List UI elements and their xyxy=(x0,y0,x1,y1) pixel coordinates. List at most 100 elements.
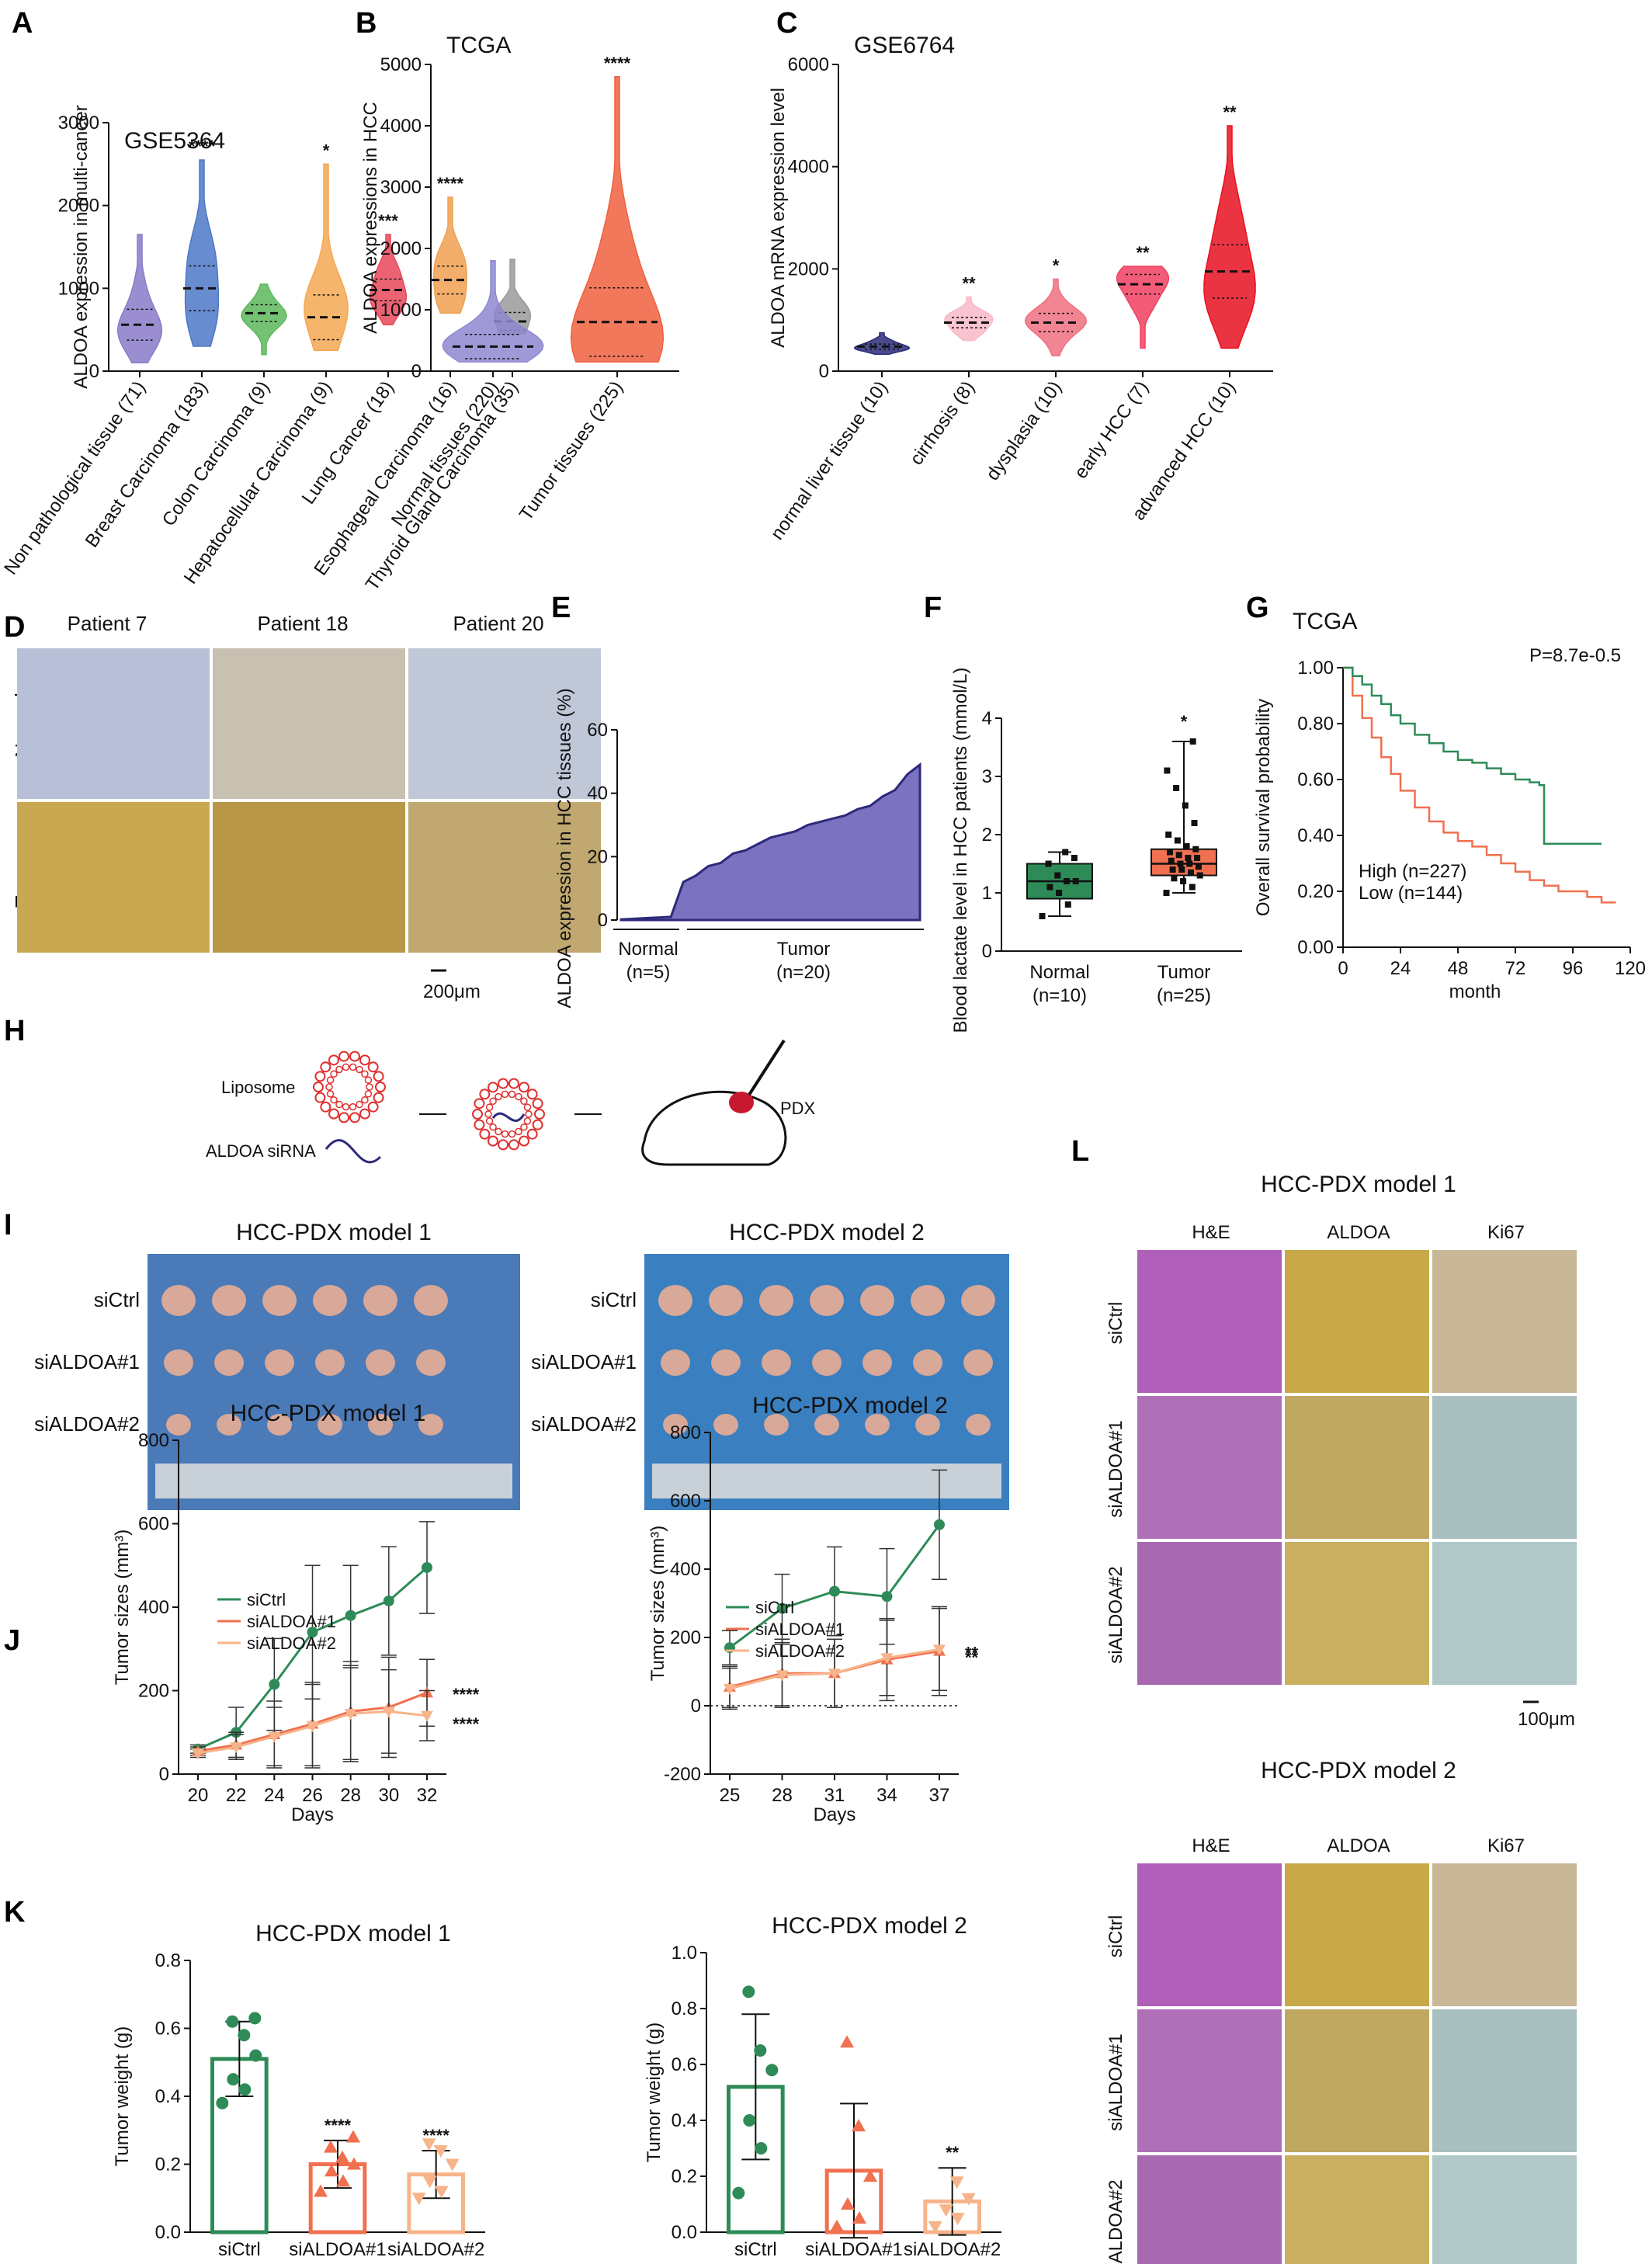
chart-title: TCGA xyxy=(446,33,511,58)
tumor-sample xyxy=(711,1349,741,1376)
data-point xyxy=(345,1609,356,1621)
lipid xyxy=(508,1090,516,1099)
data-point xyxy=(961,2193,976,2206)
ihc-image xyxy=(213,648,405,799)
lipid xyxy=(520,1097,528,1106)
lipid xyxy=(523,1103,532,1111)
violin-shape xyxy=(241,283,287,356)
panel-letter-I: I xyxy=(4,1209,12,1241)
lipid xyxy=(534,1109,545,1120)
lipid xyxy=(328,1054,339,1066)
x-axis-label: month xyxy=(1449,981,1501,1002)
tumor-sample xyxy=(814,1414,839,1436)
row-label: siALDOA#1 xyxy=(34,1350,140,1373)
lipid xyxy=(342,1063,350,1071)
box-tumor xyxy=(1150,738,1217,896)
data-point xyxy=(1182,802,1189,809)
violin-shape xyxy=(442,260,544,363)
y-tick-label: 4000 xyxy=(380,116,422,137)
lipid xyxy=(532,1119,543,1130)
data-point xyxy=(192,1748,204,1760)
lipid xyxy=(338,1050,350,1062)
violin-0 xyxy=(853,332,911,356)
chart-title: HCC-PDX model 1 xyxy=(231,1401,426,1426)
y-tick-label: 0.6 xyxy=(155,2019,181,2040)
lipid xyxy=(501,1130,509,1138)
data-point xyxy=(269,1679,280,1690)
chart-title: GSE6764 xyxy=(854,33,955,58)
y-tick-label: 3 xyxy=(982,766,992,787)
x-tick-label: 72 xyxy=(1505,958,1526,979)
lipid xyxy=(485,1103,494,1111)
y-axis-label: Overall survival probability xyxy=(1253,699,1274,916)
y-tick-label: 0.00 xyxy=(1297,937,1334,958)
significance: ** xyxy=(965,1648,979,1667)
panel-g: 0.00 0.20 0.40 0.60 0.80 1.00 0 24 48 72 96 120 mont… xyxy=(1253,609,1646,1002)
panel-j2: -200 0 200 400 600 800 25 28 31 34 37 Days Tumor siz… xyxy=(647,1393,979,1825)
ihc-image xyxy=(1285,1863,1429,2006)
image-title: HCC-PDX model 2 xyxy=(729,1220,925,1245)
lipid xyxy=(479,1089,491,1100)
panel-j1: 0 200 400 600 800 20 22 24 26 28 30 32 Days Tumor siz… xyxy=(112,1401,480,1825)
x-axis-label: Days xyxy=(814,1804,856,1825)
violin-1 xyxy=(570,76,665,363)
ihc-image xyxy=(1137,2155,1282,2264)
violin-3 xyxy=(304,163,349,352)
data-point xyxy=(1175,852,1182,859)
tumor-sample xyxy=(810,1285,844,1316)
lipid xyxy=(361,1070,369,1078)
scale-bar-label: 100μm xyxy=(1518,1709,1575,1730)
lipid xyxy=(495,1127,502,1136)
tumor-sample xyxy=(862,1349,892,1376)
tumor-sample xyxy=(865,1414,890,1436)
lipid xyxy=(489,1123,497,1131)
tumor-sample xyxy=(315,1349,345,1376)
y-tick-label: 5000 xyxy=(380,54,422,75)
tumor-sample xyxy=(212,1285,246,1316)
panel-letter-A: A xyxy=(12,7,33,40)
y-tick-label: 200 xyxy=(670,1627,701,1648)
significance: **** xyxy=(604,54,631,73)
chart-title: HCC-PDX model 2 xyxy=(752,1393,948,1418)
tumor-sample xyxy=(214,1349,244,1376)
panel-k1: 0.0 0.2 0.4 0.6 0.8 Tumor weight (g) HCC-PDX m… xyxy=(112,1921,485,2260)
legend-entry: siALDOA#1 xyxy=(755,1620,845,1639)
data-point xyxy=(344,1709,357,1721)
lipid xyxy=(501,1090,509,1099)
x-tick-label: Colon Carcinoma (9) xyxy=(158,377,274,530)
row-label: siALDOA#2 xyxy=(34,1412,140,1436)
row-label: siCtrl xyxy=(1105,1302,1126,1345)
significance: *** xyxy=(378,211,398,231)
panel-letter-F: F xyxy=(924,592,942,624)
lipid xyxy=(325,1083,333,1091)
legend-entry: siALDOA#1 xyxy=(247,1612,336,1631)
data-point xyxy=(346,2130,360,2143)
y-tick-label: 0.0 xyxy=(672,2222,697,2243)
ihc-image xyxy=(1432,1863,1577,2006)
ihc-image xyxy=(408,802,601,953)
lipid xyxy=(479,1128,491,1140)
violin-2 xyxy=(241,283,287,356)
significance: **** xyxy=(453,1685,480,1704)
row-label: siCtrl xyxy=(1105,1915,1126,1958)
legend-entry: High (n=227) xyxy=(1359,861,1466,882)
x-tick-label: early HCC (7) xyxy=(1071,377,1153,483)
legend-entry: siALDOA#2 xyxy=(755,1641,845,1661)
tumor-sample xyxy=(913,1349,942,1376)
ihc-image xyxy=(408,648,601,799)
violin-shape xyxy=(369,234,408,326)
ihc-image xyxy=(1137,1863,1282,2006)
x-tick-n: (n=10) xyxy=(1032,985,1087,1006)
data-point xyxy=(445,2158,460,2172)
ihc-image xyxy=(1285,2155,1429,2264)
legend-entry: siALDOA#2 xyxy=(247,1634,336,1653)
column-label: H&E xyxy=(1192,1222,1230,1243)
column-label: ALDOA xyxy=(1327,1222,1390,1243)
lipid xyxy=(375,1082,386,1092)
x-tick-label: 22 xyxy=(226,1785,247,1806)
panel-letter-K: K xyxy=(4,1896,26,1929)
significance: **** xyxy=(324,2116,352,2135)
ihc-image xyxy=(1432,1542,1577,1685)
x-tick-label: siCtrl xyxy=(734,2239,777,2260)
y-tick-label: 0 xyxy=(159,1764,169,1785)
